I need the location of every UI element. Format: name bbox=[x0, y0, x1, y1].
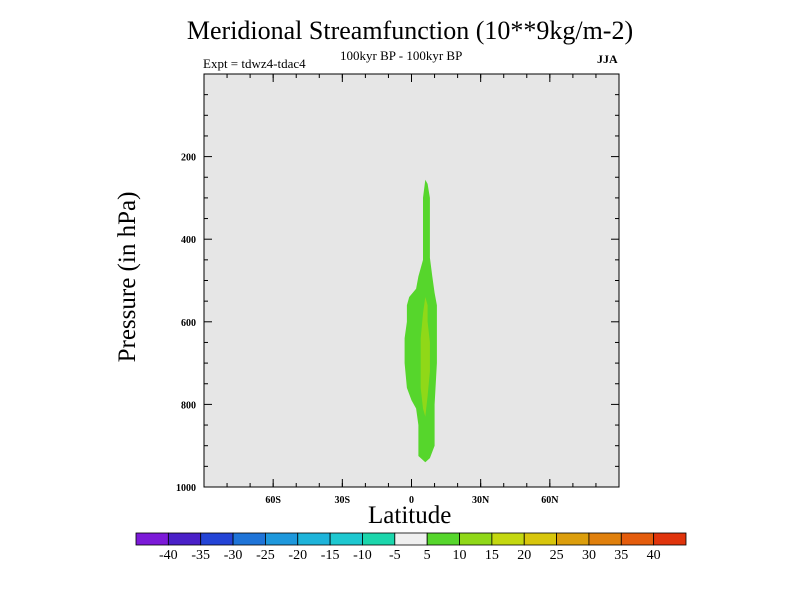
colorbar-label: -30 bbox=[224, 548, 243, 563]
y-tick-label: 600 bbox=[181, 318, 196, 329]
colorbar-label: 40 bbox=[647, 548, 661, 563]
colorbar-swatch bbox=[491, 532, 525, 546]
x-tick-label: 60S bbox=[265, 495, 281, 506]
x-tick-label: 0 bbox=[409, 495, 414, 506]
colorbar-swatch bbox=[459, 532, 493, 546]
y-tick-label: 1000 bbox=[176, 483, 196, 494]
colorbar-swatch bbox=[265, 532, 299, 546]
colorbar-label: -40 bbox=[159, 548, 178, 563]
contour-fill-1 bbox=[404, 179, 437, 463]
colorbar-swatch bbox=[426, 532, 460, 546]
colorbar-swatch bbox=[297, 532, 331, 546]
x-tick-label: 30N bbox=[472, 495, 490, 506]
colorbar-label: -20 bbox=[288, 548, 307, 563]
colorbar-label: 15 bbox=[485, 548, 499, 563]
colorbar-swatch bbox=[394, 532, 428, 546]
colorbar-swatch bbox=[556, 532, 590, 546]
colorbar-swatch bbox=[588, 532, 622, 546]
colorbar-swatch bbox=[232, 532, 266, 546]
contour-fill-2 bbox=[420, 297, 430, 417]
colorbar-label: -35 bbox=[191, 548, 210, 563]
x-axis-label: Latitude bbox=[368, 502, 452, 529]
y-tick-label: 200 bbox=[181, 153, 196, 164]
colorbar-label: 30 bbox=[582, 548, 596, 563]
colorbar-swatch bbox=[620, 532, 655, 546]
season-label: JJA bbox=[597, 52, 618, 66]
colorbar-swatch bbox=[135, 532, 169, 546]
colorbar-swatch bbox=[167, 532, 202, 546]
colorbar-swatch bbox=[362, 532, 396, 546]
colorbar-label: 10 bbox=[453, 548, 467, 563]
colorbar-label: -15 bbox=[321, 548, 340, 563]
y-tick-label: 400 bbox=[181, 235, 196, 246]
x-tick-label: 60N bbox=[541, 495, 559, 506]
colorbar-swatch bbox=[200, 532, 234, 546]
colorbar-label: 20 bbox=[517, 548, 531, 563]
chart-title: Meridional Streamfunction (10**9kg/m-2) bbox=[186, 16, 634, 45]
colorbar-label: -25 bbox=[256, 548, 275, 563]
colorbar-label: 5 bbox=[424, 548, 431, 563]
colorbar-swatch bbox=[329, 532, 363, 546]
colorbar-swatch bbox=[523, 532, 557, 546]
colorbar-label: -10 bbox=[353, 548, 372, 563]
plot-background bbox=[204, 74, 619, 487]
colorbar-label: -5 bbox=[389, 548, 401, 563]
x-tick-label: 30S bbox=[335, 495, 351, 506]
experiment-label: Expt = tdwz4-tdac4 bbox=[203, 56, 306, 71]
colorbar-label: 35 bbox=[614, 548, 628, 563]
colorbar-label: 25 bbox=[550, 548, 564, 563]
colorbar-swatch bbox=[653, 532, 687, 546]
chart-subtitle: 100kyr BP - 100kyr BP bbox=[340, 48, 463, 63]
y-tick-label: 800 bbox=[181, 400, 196, 411]
